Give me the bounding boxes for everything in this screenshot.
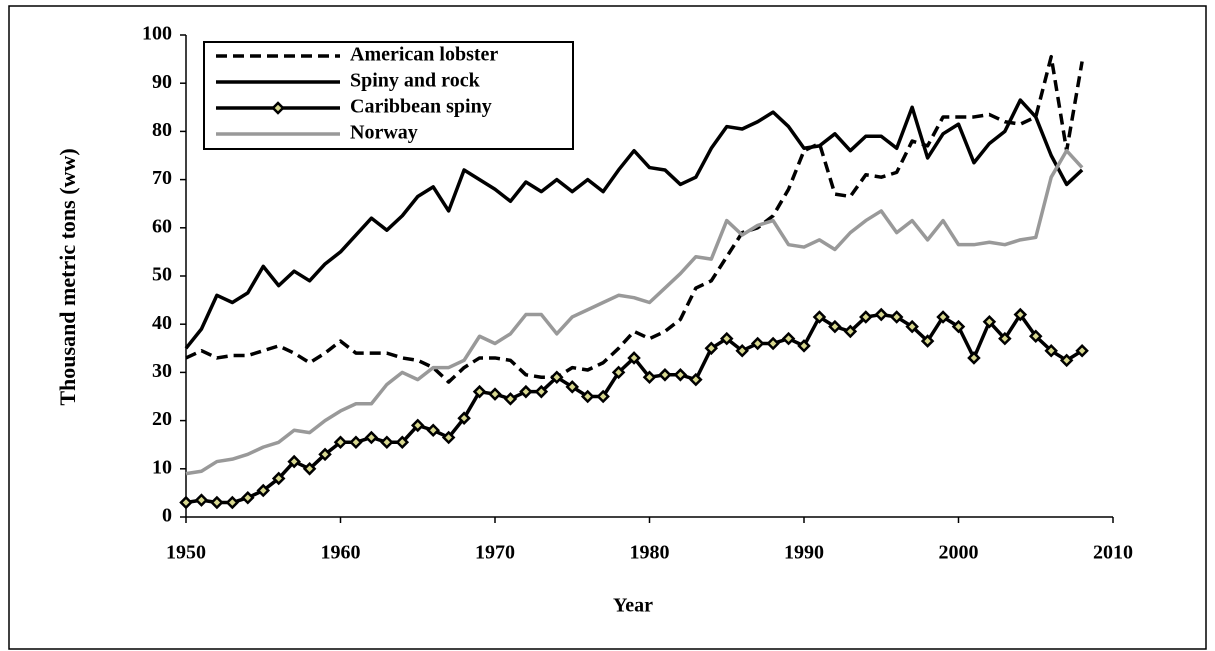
- series-marker: [859, 310, 873, 324]
- y-tick-label: 60: [152, 215, 172, 237]
- series-marker: [920, 334, 935, 348]
- x-tick-label: 1960: [321, 542, 361, 564]
- series-marker: [318, 447, 332, 462]
- series-marker: [349, 435, 363, 450]
- series-marker: [658, 368, 672, 382]
- series-marker: [1075, 343, 1089, 358]
- series-marker: [874, 307, 889, 322]
- y-axis-label: Thousand metric tons (ww): [55, 148, 80, 405]
- series-marker: [426, 423, 440, 438]
- series-marker: [534, 384, 549, 399]
- series-marker: [719, 331, 734, 346]
- series-marker: [256, 483, 271, 498]
- series-marker: [302, 462, 317, 476]
- y-tick-label: 40: [152, 312, 172, 334]
- series-line: [185, 312, 1084, 505]
- y-tick-label: 10: [152, 456, 172, 478]
- series-marker: [843, 324, 858, 339]
- series-marker: [565, 380, 580, 394]
- series-marker: [333, 435, 348, 450]
- series-marker: [750, 336, 765, 351]
- series-marker: [627, 351, 641, 365]
- series-marker: [550, 370, 564, 384]
- y-tick-label: 0: [162, 505, 172, 527]
- series-marker: [580, 389, 595, 404]
- series-marker: [1013, 307, 1028, 322]
- series-marker: [781, 331, 796, 346]
- series-marker: [503, 392, 518, 406]
- series-marker: [889, 310, 904, 324]
- series-marker: [194, 493, 209, 507]
- y-tick-label: 20: [152, 408, 172, 430]
- legend-label: Spiny and rock: [350, 70, 481, 92]
- y-tick-label: 30: [152, 360, 172, 382]
- series-marker: [766, 336, 780, 351]
- series-marker: [998, 331, 1012, 346]
- series-marker: [673, 368, 688, 382]
- series-marker: [936, 310, 950, 324]
- series-marker: [271, 471, 286, 486]
- series-marker: [967, 351, 981, 365]
- legend: [203, 41, 574, 150]
- x-tick-label: 1970: [475, 542, 515, 564]
- legend-marker: [271, 101, 285, 115]
- legend-label: American lobster: [350, 44, 498, 66]
- series-marker: [642, 370, 657, 384]
- series-marker: [364, 430, 379, 445]
- series-marker: [1059, 353, 1074, 368]
- series-marker: [395, 435, 410, 450]
- series-line: [185, 148, 1084, 476]
- series-marker: [241, 490, 255, 505]
- y-tick-label: 50: [152, 264, 172, 286]
- series-marker: [704, 341, 719, 356]
- x-tick-label: 2000: [939, 542, 979, 564]
- series-marker: [596, 389, 610, 404]
- series-marker: [982, 315, 997, 329]
- x-tick-label: 2010: [1093, 542, 1133, 564]
- y-tick-label: 90: [152, 71, 172, 93]
- series-marker: [210, 495, 224, 510]
- x-tick-label: 1950: [166, 542, 206, 564]
- series-marker: [488, 387, 502, 401]
- series-marker: [472, 384, 487, 399]
- series-marker: [225, 495, 240, 510]
- series-marker: [457, 411, 471, 425]
- series-marker: [812, 310, 827, 324]
- legend-label: Caribbean spiny: [350, 96, 492, 118]
- series-marker: [1044, 343, 1058, 358]
- frame: [8, 5, 1207, 650]
- series-marker: [611, 365, 626, 380]
- y-tick-label: 70: [152, 167, 172, 189]
- series-marker: [410, 418, 425, 433]
- series-marker: [797, 339, 811, 353]
- series-marker: [735, 343, 749, 358]
- x-axis-label: Year: [613, 595, 653, 617]
- y-tick-label: 100: [142, 23, 172, 45]
- y-tick-label: 80: [152, 119, 172, 141]
- x-tick-label: 1990: [784, 542, 824, 564]
- series-line: [184, 98, 1084, 350]
- series-marker: [951, 319, 966, 334]
- series-marker: [1028, 329, 1043, 344]
- series-marker: [380, 435, 394, 450]
- x-tick-label: 1980: [630, 542, 670, 564]
- series-marker: [689, 372, 703, 387]
- series-marker: [828, 319, 842, 334]
- series-marker: [287, 454, 301, 469]
- series-marker: [905, 319, 919, 334]
- series-marker: [179, 495, 193, 510]
- series-marker: [519, 384, 533, 399]
- legend-label: Norway: [350, 122, 418, 144]
- series-marker: [441, 430, 456, 445]
